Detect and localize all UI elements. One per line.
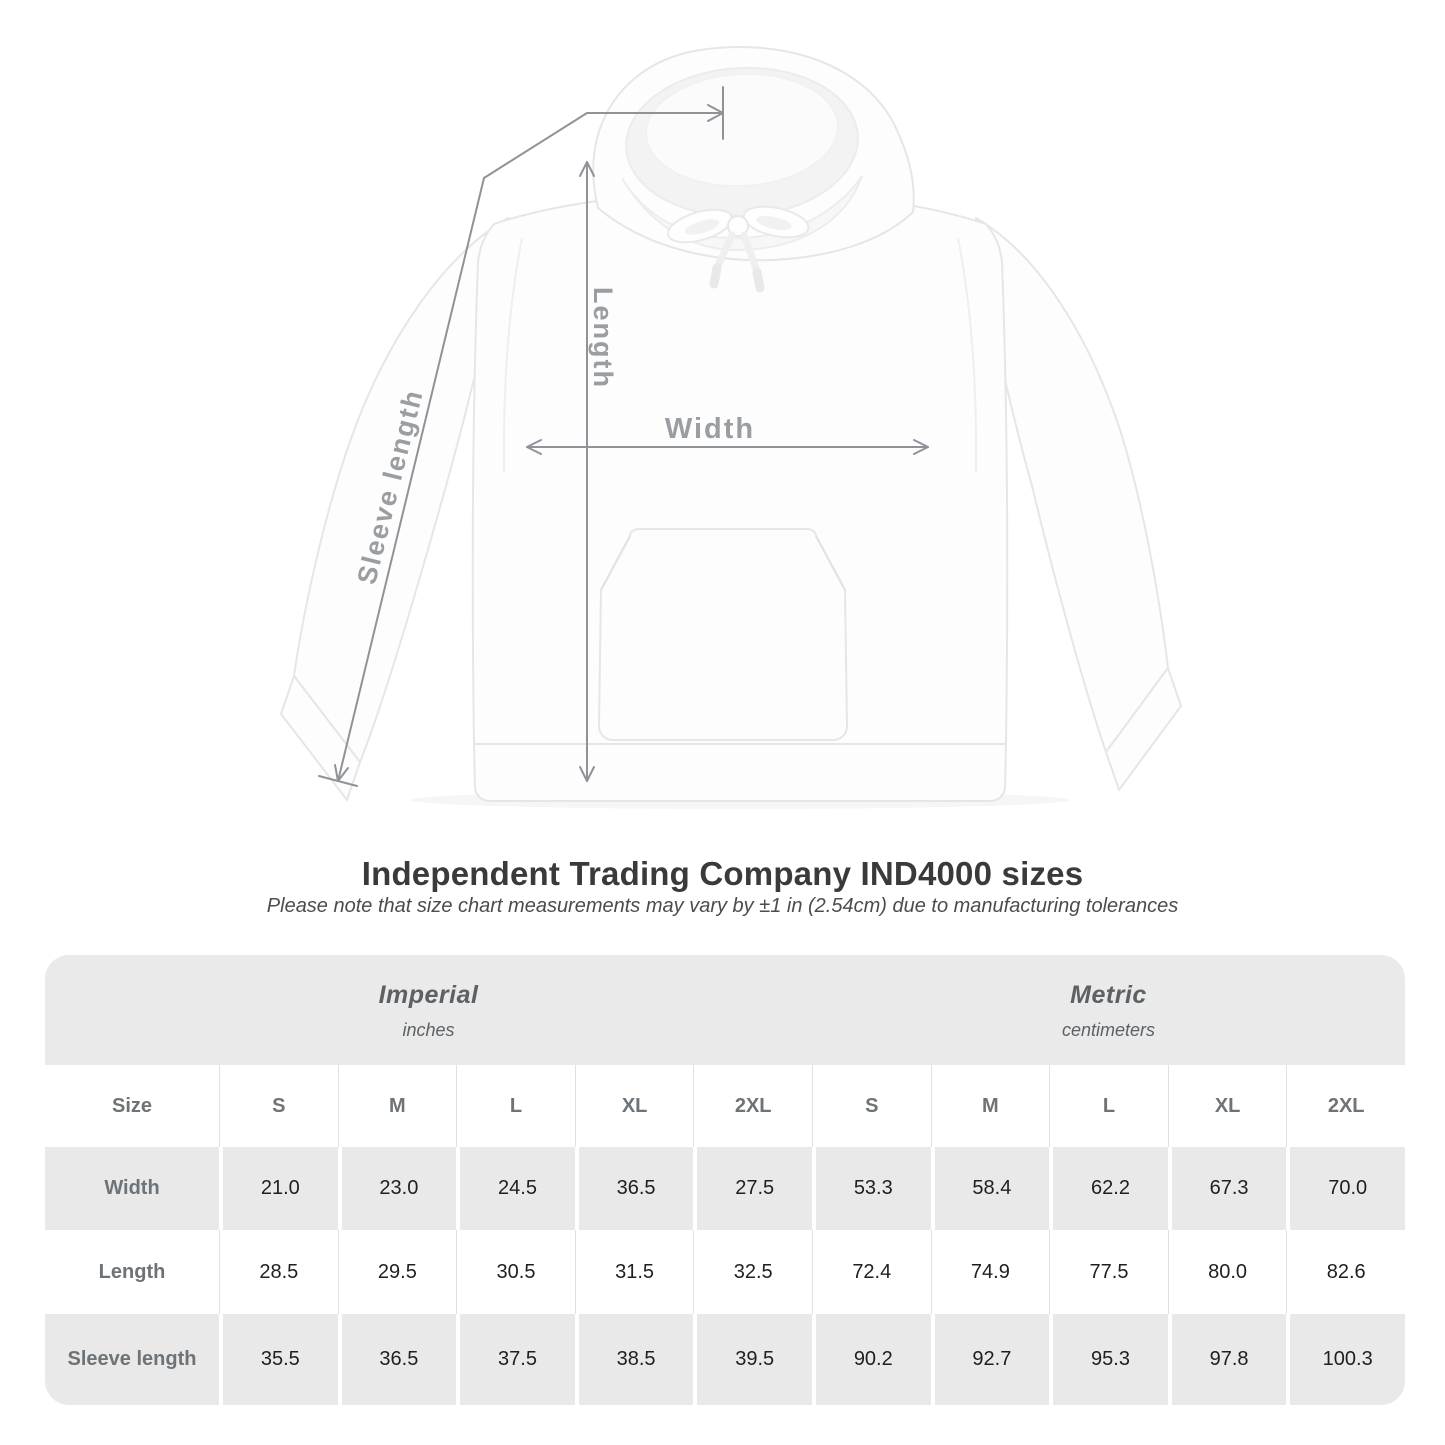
table-cell: 53.3 [811, 1147, 931, 1230]
table-cell: 37.5 [456, 1314, 575, 1405]
imperial-label: Imperial [378, 981, 479, 1009]
length-arrow-up [579, 161, 595, 177]
size-column-header: XL [574, 1065, 694, 1147]
imperial-sublabel: inches [402, 1020, 455, 1040]
table-cell: 92.7 [930, 1314, 1050, 1405]
width-arrow-right [913, 439, 929, 455]
table-cell: 72.4 [811, 1230, 931, 1314]
left-armhole-seam [502, 237, 523, 473]
metric-label: Metric [1070, 981, 1147, 1009]
table-cell: 67.3 [1167, 1147, 1287, 1230]
size-table: Imperial inches Metric centimeters Size … [45, 955, 1405, 1405]
size-column-header: M [337, 1065, 457, 1147]
size-column-header: 2XL [1286, 1065, 1405, 1147]
right-armhole-seam [957, 237, 978, 473]
hoodie-right-cuff [1105, 667, 1182, 791]
table-cell: 24.5 [456, 1147, 575, 1230]
table-cell: 28.5 [219, 1230, 338, 1314]
length-dimension-label: Length [588, 287, 618, 389]
row-label: Width [45, 1147, 219, 1230]
table-cell: 30.5 [456, 1230, 575, 1314]
table-cell: 27.5 [693, 1147, 812, 1230]
size-column-header: S [219, 1065, 338, 1147]
table-cell: 100.3 [1286, 1314, 1405, 1405]
size-column-header: XL [1167, 1065, 1287, 1147]
table-cell: 39.5 [693, 1314, 812, 1405]
table-cell: 62.2 [1049, 1147, 1168, 1230]
width-dimension-label: Width [665, 413, 755, 445]
table-cell: 36.5 [337, 1314, 457, 1405]
hood-interior [645, 72, 839, 188]
sleeve-length-dimension [318, 86, 724, 787]
table-cell: 74.9 [930, 1230, 1050, 1314]
size-column-header: M [930, 1065, 1050, 1147]
table-cell: 80.0 [1167, 1230, 1287, 1314]
table-cell: 31.5 [574, 1230, 694, 1314]
page-title: Independent Trading Company IND4000 size… [361, 855, 1084, 892]
table-cell: 35.5 [219, 1314, 338, 1405]
table-cell: 38.5 [574, 1314, 694, 1405]
table-cell: 90.2 [811, 1314, 931, 1405]
table-row-width: Width 21.0 23.0 24.5 36.5 27.5 53.3 58.4… [45, 1147, 1405, 1230]
table-cell: 23.0 [337, 1147, 457, 1230]
size-column-header: L [1049, 1065, 1168, 1147]
table-cell: 97.8 [1167, 1314, 1287, 1405]
metric-sublabel: centimeters [1061, 1020, 1156, 1040]
table-cell: 21.0 [219, 1147, 338, 1230]
table-cell: 95.3 [1049, 1314, 1168, 1405]
sleeve-dimension-arrow-right [707, 104, 724, 122]
table-row-length: Length 28.5 29.5 30.5 31.5 32.5 72.4 74.… [45, 1230, 1405, 1314]
size-column-header: L [456, 1065, 575, 1147]
unit-group-imperial: Imperial inches [45, 955, 812, 1065]
drawstring-bow [667, 205, 810, 293]
hoodie-illustration [280, 46, 1182, 809]
table-cell: 82.6 [1286, 1230, 1405, 1314]
unit-group-metric: Metric centimeters [812, 955, 1405, 1065]
hoodie-hem-band [473, 743, 1007, 802]
table-row-sleeve-length: Sleeve length 35.5 36.5 37.5 38.5 39.5 9… [45, 1314, 1405, 1405]
table-cell: 70.0 [1286, 1147, 1405, 1230]
size-header-row: Size S M L XL 2XL S M L XL 2XL [45, 1065, 1405, 1147]
table-cell: 36.5 [574, 1147, 694, 1230]
table-cell: 58.4 [930, 1147, 1050, 1230]
row-label: Sleeve length [45, 1314, 219, 1405]
page-subtitle: Please note that size chart measurements… [266, 895, 1179, 917]
row-label: Length [98, 1260, 166, 1283]
pocket-slit-edges [600, 535, 846, 591]
length-arrow-down [579, 766, 595, 782]
width-arrow-left [526, 439, 542, 455]
size-column-header: 2XL [693, 1065, 812, 1147]
corner-header-cell: Size [111, 1094, 153, 1117]
hoodie-measurement-diagram: Length Width Sleeve length [280, 46, 1182, 809]
table-cell: 32.5 [693, 1230, 812, 1314]
sleeve-dimension-bottom-tick [318, 775, 358, 787]
size-column-header: S [811, 1065, 931, 1147]
width-dimension [526, 439, 929, 455]
unit-header-band: Imperial inches Metric centimeters [45, 955, 1405, 1065]
length-dimension [579, 161, 595, 782]
hoodie-pocket [598, 528, 848, 741]
table-cell: 29.5 [337, 1230, 457, 1314]
table-cell: 77.5 [1049, 1230, 1168, 1314]
